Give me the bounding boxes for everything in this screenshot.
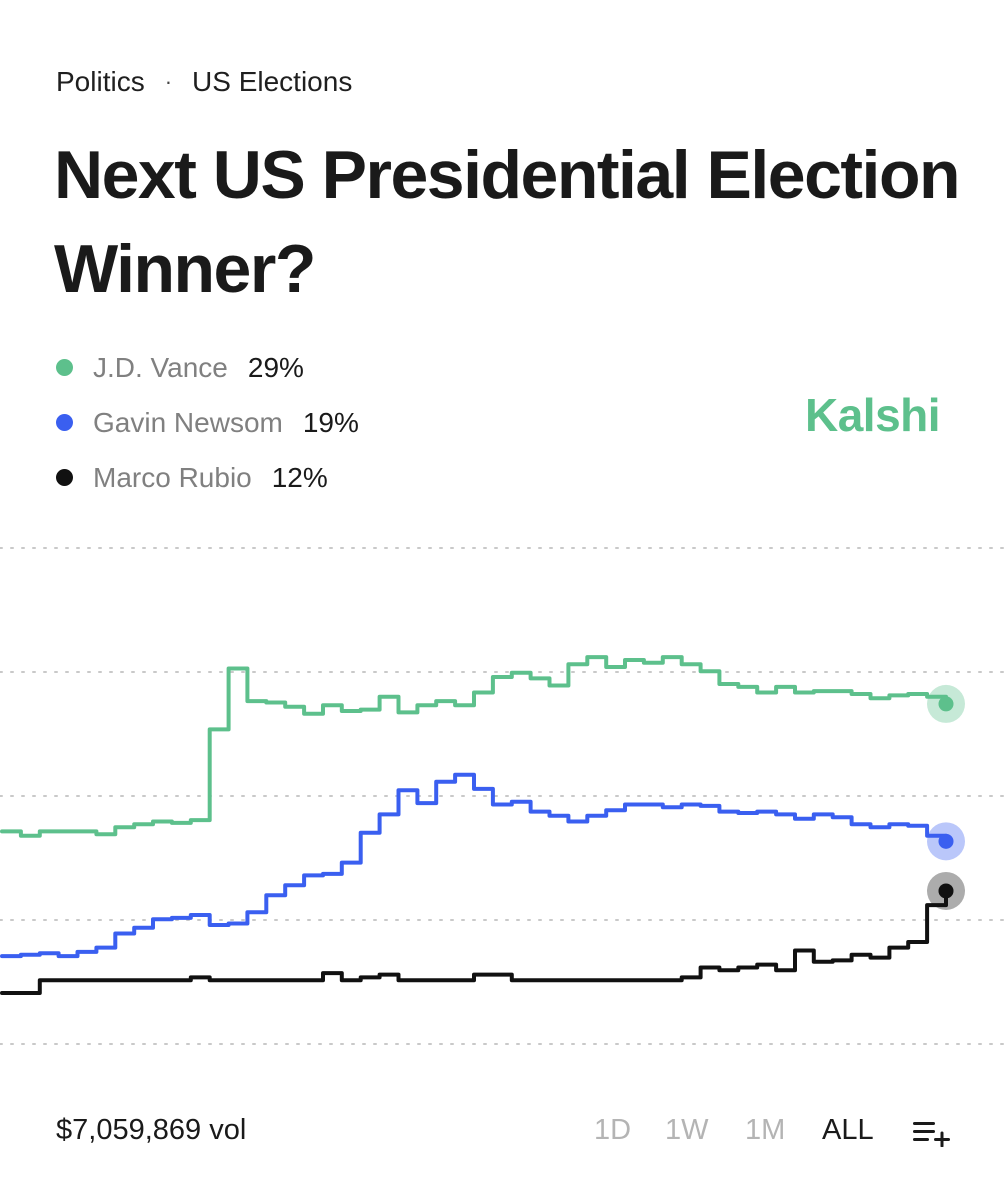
line-chart (0, 547, 1004, 1045)
range-1w-button[interactable]: 1W (665, 1114, 709, 1146)
range-1m-button[interactable]: 1M (745, 1114, 786, 1146)
series-line-2 (0, 888, 948, 995)
range-all-button[interactable]: ALL (822, 1114, 874, 1146)
page-title: Next US Presidential Election Winner? (54, 137, 961, 307)
legend-name: Marco Rubio (93, 461, 252, 493)
legend-name: Gavin Newsom (93, 406, 283, 438)
legend-dot-rubio (56, 469, 73, 486)
series-line-1 (0, 772, 948, 959)
breadcrumb-category[interactable]: Politics (56, 66, 145, 97)
breadcrumb: Politics · US Elections (56, 66, 352, 98)
legend-value: 29% (247, 351, 304, 383)
time-range-selector: 1D 1W 1M ALL (594, 1114, 914, 1147)
volume-label: $7,059,869 vol (56, 1114, 247, 1146)
legend-item-newsom: Gavin Newsom 19% (56, 395, 359, 450)
legend-dot-vance (56, 359, 73, 376)
legend-item-vance: J.D. Vance 29% (56, 340, 359, 395)
range-1d-button[interactable]: 1D (594, 1114, 632, 1146)
legend-name: J.D. Vance (93, 351, 228, 383)
series-line-0 (0, 655, 948, 838)
breadcrumb-subcategory[interactable]: US Elections (192, 66, 353, 97)
list-add-icon[interactable] (913, 1121, 951, 1147)
kalshi-logo: Kalshi (805, 389, 941, 441)
series-end-point-0[interactable] (938, 696, 954, 712)
breadcrumb-separator: · (164, 69, 173, 94)
series-end-point-2[interactable] (938, 883, 954, 899)
legend-dot-newsom (56, 414, 73, 431)
legend-item-rubio: Marco Rubio 12% (56, 450, 359, 505)
legend-value: 12% (271, 461, 328, 493)
legend-value: 19% (302, 406, 359, 438)
series-end-point-1[interactable] (938, 833, 954, 849)
chart-legend: J.D. Vance 29% Gavin Newsom 19% Marco Ru… (56, 340, 359, 505)
